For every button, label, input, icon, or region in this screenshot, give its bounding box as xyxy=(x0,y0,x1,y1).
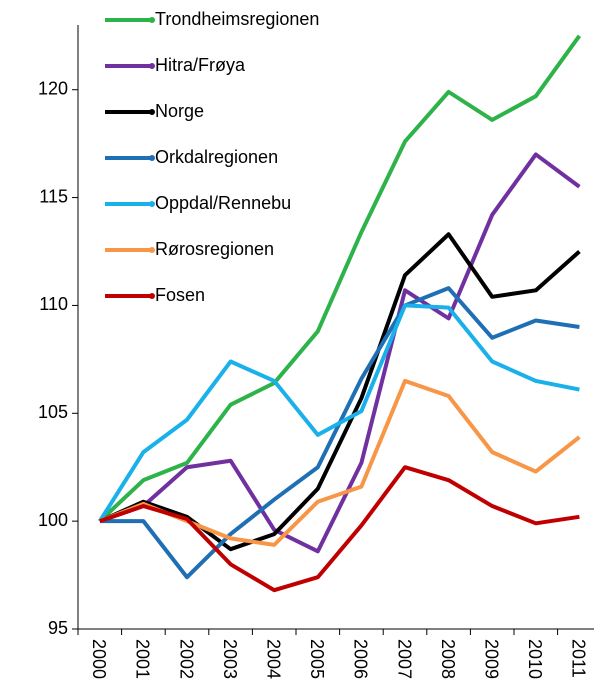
series-line xyxy=(98,34,582,523)
x-tick-label: 2004 xyxy=(263,639,283,679)
series-line xyxy=(98,303,580,523)
x-tick-label: 2008 xyxy=(438,639,458,679)
legend-marker xyxy=(149,17,155,23)
legend-marker xyxy=(149,155,155,161)
series-line xyxy=(99,465,580,593)
x-tick-label: 2000 xyxy=(89,639,109,679)
y-tick-label: 100 xyxy=(38,510,68,530)
y-tick-label: 120 xyxy=(38,78,68,98)
y-tick-label: 95 xyxy=(48,618,68,638)
series-line xyxy=(99,378,581,547)
x-tick-label: 2007 xyxy=(394,639,414,679)
x-tick-label: 2006 xyxy=(351,639,371,679)
x-tick-label: 2009 xyxy=(481,639,501,679)
x-tick-label: 2005 xyxy=(307,639,327,679)
legend-label: Trondheimsregionen xyxy=(155,9,319,29)
x-tick-label: 2010 xyxy=(525,639,545,679)
legend-label: Orkdalregionen xyxy=(155,147,278,167)
x-tick-label: 2011 xyxy=(569,639,589,678)
y-tick-label: 110 xyxy=(39,294,68,314)
legend-label: Fosen xyxy=(155,285,205,305)
legend-marker xyxy=(149,63,155,69)
legend-marker xyxy=(149,201,155,207)
x-tick-label: 2001 xyxy=(133,639,153,679)
legend-label: Oppdal/Rennebu xyxy=(155,193,291,213)
legend-label: Rørosregionen xyxy=(155,239,274,259)
y-tick-label: 105 xyxy=(38,402,68,422)
series-line xyxy=(99,152,581,554)
x-tick-label: 2003 xyxy=(220,639,240,679)
y-tick-label: 115 xyxy=(39,186,68,206)
legend-marker xyxy=(149,109,155,115)
series-line xyxy=(98,232,581,552)
x-tick-label: 2002 xyxy=(176,639,196,679)
legend-label: Norge xyxy=(155,101,204,121)
legend-marker xyxy=(149,293,155,299)
legend-label: Hitra/Frøya xyxy=(155,55,246,75)
legend-marker xyxy=(149,247,155,253)
